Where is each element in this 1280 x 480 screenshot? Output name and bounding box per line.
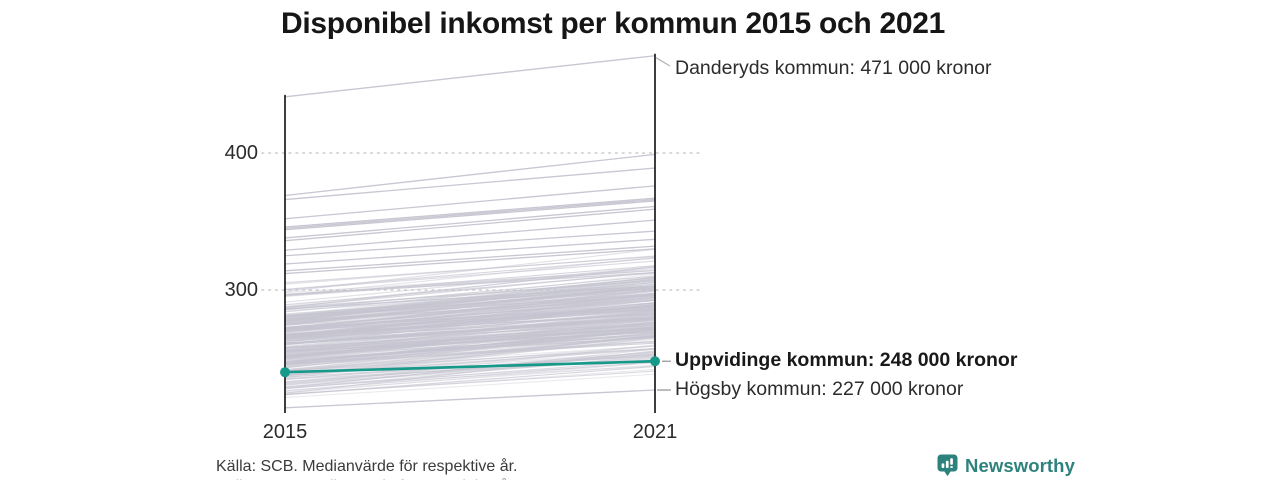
newsworthy-bubble-chart-icon (937, 454, 958, 477)
annotation-hogsby: Högsby kommun: 227 000 kronor (675, 378, 964, 400)
y-axis-tick-300: 300 (224, 279, 258, 301)
x-axis-label-2015: 2015 (262, 421, 308, 443)
chart-title: Disponibel inkomst per kommun 2015 och 2… (281, 7, 945, 40)
brand-name: Newsworthy (965, 454, 1075, 476)
annotation-danderyd: Danderyds kommun: 471 000 kronor (675, 57, 992, 79)
x-axis-label-2021: 2021 (632, 421, 678, 443)
cropped-text-line: Källa: SCB. Medianvärde för respektive å… (216, 477, 517, 480)
annotation-uppvidinge: Uppvidinge kommun: 248 000 kronor (675, 349, 1018, 371)
brand-logo: Newsworthy (937, 454, 1075, 477)
source-note: Källa: SCB. Medianvärde för respektive å… (216, 458, 518, 475)
y-axis-tick-400: 400 (224, 142, 258, 164)
